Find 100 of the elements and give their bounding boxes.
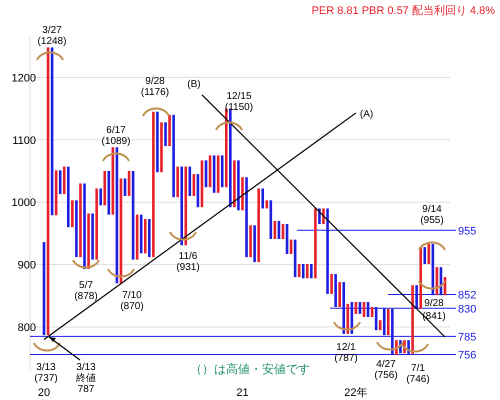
bar [257,188,260,262]
bar [278,220,280,240]
bar [270,200,272,240]
y-tick-label: 900 [18,260,36,272]
x-tick-label: 20 [38,387,50,399]
bar [152,112,155,258]
bar [294,240,296,278]
bar [62,166,66,194]
annotation: 11/6 (931) [176,251,200,273]
ref-line-label: 830 [458,303,476,316]
bar [164,122,167,146]
annotation: （）は高値・安値です [190,362,310,376]
ref-line-label: 756 [458,349,476,362]
bar [298,264,300,278]
bar [95,188,98,260]
bar [116,147,118,284]
bar [184,166,188,246]
y-tick-label: 1200 [12,72,36,84]
x-tick-label: 22年 [344,387,368,399]
bar [50,47,54,216]
bar [188,166,192,196]
bar [261,188,264,208]
bar [274,220,276,240]
series-label: (A) [360,108,374,120]
annotation: 6/17 (1089) [102,125,130,147]
annotation: 12/1 (787) [334,342,358,364]
bar [370,307,374,318]
bar [444,277,446,296]
chart-title: PER 8.81 PBR 0.57 配当利回り 4.8% [312,4,496,17]
annotation: 3/13 終値 787 [75,362,96,395]
bar [79,183,82,258]
annotation: 9/28 (1176) [140,76,170,98]
bar [144,219,147,254]
bar [330,274,333,294]
bar [306,264,309,278]
bar [411,285,414,354]
annotation: 5/7 (878) [74,280,98,302]
bar [378,320,382,330]
bar [75,200,78,258]
bar [120,178,122,284]
y-tick-label: 800 [18,322,36,334]
bar [58,170,62,194]
annotation: 4/27 (756) [374,359,398,381]
bar [71,200,74,228]
annotation: 7/1 (746) [406,363,430,385]
bar [148,219,151,258]
bar [302,264,305,278]
bar [346,304,350,334]
bar [282,224,284,240]
bar [168,114,171,146]
bar [46,47,50,336]
bar [54,170,58,216]
bar [176,166,179,198]
bar [132,170,134,260]
bar [160,122,163,172]
bar [200,160,204,208]
bar [237,160,240,210]
bar [87,213,90,269]
bar [423,247,426,264]
bar [108,170,110,215]
bar [140,214,143,254]
ref-line-label: 785 [458,331,476,344]
bar [338,282,341,308]
bar [220,155,224,188]
bar [67,166,70,228]
bar [314,208,317,278]
annotation: 3/13 (737) [34,362,58,384]
ref-line-label: 955 [458,225,476,238]
bar [156,112,159,172]
bar [286,224,288,254]
ref-line-label: 852 [458,290,476,302]
bar [249,225,252,258]
bar [192,174,196,196]
bar [124,178,126,196]
bar [241,177,244,210]
bar [245,177,248,258]
bar [180,166,184,246]
y-tick-label: 1000 [12,197,36,210]
bar [99,188,102,206]
bar [428,244,430,264]
bar [103,170,106,206]
bar [354,302,358,314]
annotation: 7/10 (870) [120,290,144,312]
bar [216,155,220,193]
bar [91,213,94,260]
bar [253,225,256,262]
bar [310,264,313,278]
bar [265,200,268,208]
bar [112,147,114,215]
bar [172,114,175,198]
x-tick-label: 21 [236,387,249,399]
bar [290,240,292,254]
bar [196,174,200,208]
bar [208,155,212,188]
bar [83,183,86,269]
bar [136,214,138,260]
bar [128,170,130,196]
annotation: 9/14 (955) [420,204,444,226]
annotation: 12/15 (1150) [224,91,254,113]
bar [362,302,366,318]
